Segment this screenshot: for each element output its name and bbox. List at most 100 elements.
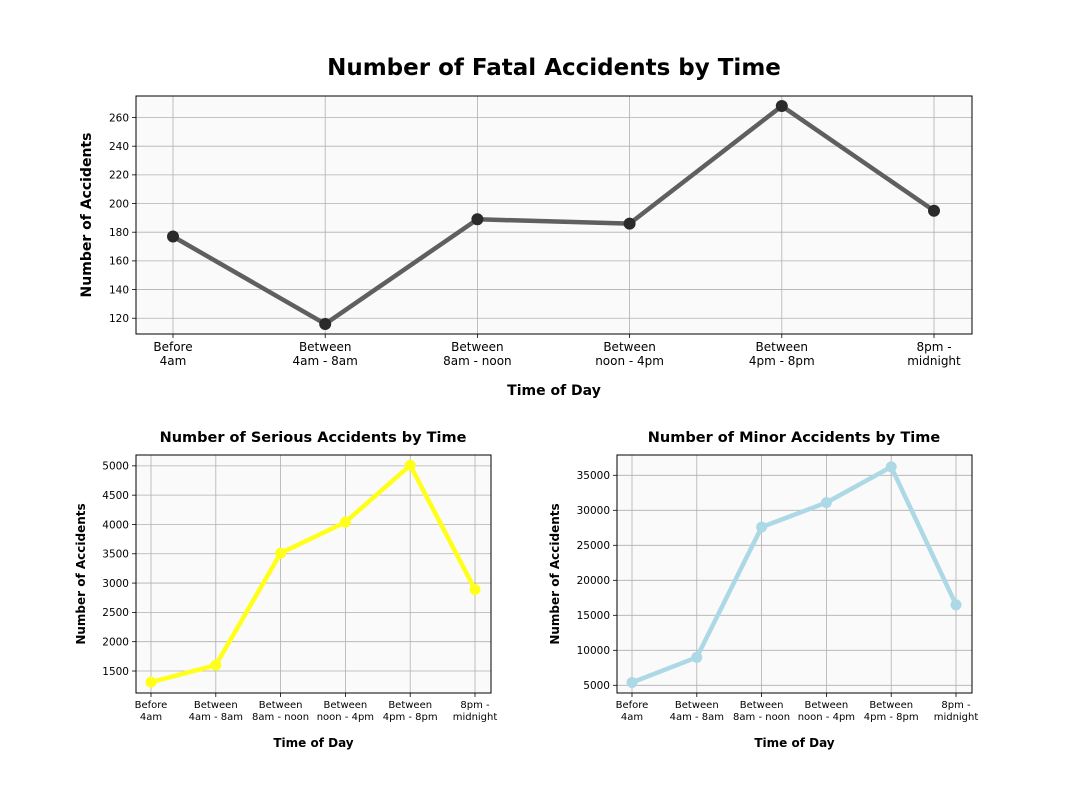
y-tick-label: 4500 xyxy=(102,490,129,502)
chart-title: Number of Minor Accidents by Time xyxy=(648,430,941,446)
x-tick-label-line: Between xyxy=(675,700,719,711)
y-tick-label: 4000 xyxy=(102,519,129,531)
x-tick-label: Between 4am - 8am xyxy=(293,340,358,368)
y-tick-label: 3500 xyxy=(102,549,129,561)
data-point xyxy=(145,676,157,688)
x-tick-label-line: Between xyxy=(299,340,352,354)
x-tick-label-line: Between xyxy=(388,700,432,711)
x-tick-label: Between noon - 4pm xyxy=(317,700,374,723)
x-tick-label: Between 8am - noon xyxy=(443,340,512,368)
y-tick-label: 2500 xyxy=(102,607,129,619)
x-tick-label-line: noon - 4pm xyxy=(317,712,374,723)
plot-area xyxy=(135,95,973,335)
x-tick-label-line: 4am xyxy=(140,712,162,723)
data-point xyxy=(626,677,638,688)
x-tick-label-line: 4am - 8am xyxy=(189,712,243,723)
y-tick-label: 3000 xyxy=(102,578,129,590)
y-tick-label: 1500 xyxy=(102,666,129,678)
x-tick-label-line: Between xyxy=(805,700,849,711)
x-tick-label: 8pm -midnight xyxy=(934,700,979,723)
x-axis-label: Time of Day xyxy=(507,383,601,399)
x-tick-label: Between noon - 4pm xyxy=(595,340,664,368)
data-point xyxy=(623,217,636,230)
x-tick-label-line: 8pm - xyxy=(916,340,951,354)
data-point xyxy=(950,599,962,611)
y-tick-label: 200 xyxy=(109,198,129,210)
x-tick-label-line: Between xyxy=(756,340,809,354)
y-axis-label: Number of Accidents xyxy=(548,503,562,644)
y-axis-label: Number of Accidents xyxy=(74,503,88,644)
x-tick-label-line: Between xyxy=(740,700,784,711)
x-tick-label: 8pm -midnight xyxy=(453,700,498,723)
x-tick-label-line: 8pm - xyxy=(460,700,490,711)
x-axis-label: Time of Day xyxy=(273,736,353,750)
x-tick-label: Between 8am - noon xyxy=(733,700,790,723)
x-tick-label-line: noon - 4pm xyxy=(595,354,664,368)
y-tick-label: 5000 xyxy=(102,461,129,473)
x-tick-label-line: 4am - 8am xyxy=(670,712,724,723)
y-tick-label: 10000 xyxy=(577,645,610,657)
x-tick-label-line: 8am - noon xyxy=(733,712,790,723)
y-tick-label: 240 xyxy=(109,141,129,153)
x-tick-label-line: Between xyxy=(259,700,303,711)
x-tick-label-line: Before xyxy=(616,700,649,711)
y-tick-label: 180 xyxy=(109,227,129,239)
x-tick-label-line: 4pm - 8pm xyxy=(383,712,438,723)
y-tick-label: 120 xyxy=(109,313,129,325)
x-tick-label-line: 8am - noon xyxy=(443,354,512,368)
x-tick-label-line: 4am - 8am xyxy=(293,354,358,368)
data-point xyxy=(691,651,703,663)
y-tick-label: 220 xyxy=(109,170,129,182)
x-tick-label-line: midnight xyxy=(907,354,961,368)
x-tick-label-line: Between xyxy=(194,700,238,711)
data-point xyxy=(275,547,287,559)
x-tick-label-line: 4am xyxy=(160,354,187,368)
data-point xyxy=(404,459,416,471)
y-tick-label: 160 xyxy=(109,256,129,268)
data-point xyxy=(775,100,788,113)
y-tick-label: 20000 xyxy=(577,575,610,587)
x-tick-label-line: 8pm - xyxy=(941,700,971,711)
x-tick-label: Between 4pm - 8pm xyxy=(864,700,919,723)
y-axis-label: Number of Accidents xyxy=(79,133,95,298)
data-point xyxy=(210,659,222,671)
y-tick-label: 2000 xyxy=(102,637,129,649)
fatal-accidents-chart: 120 140 160 180 200 220 240 260 Before 4am Between… xyxy=(79,55,973,399)
x-tick-label-line: 4am xyxy=(621,712,643,723)
x-tick-label: Between 8am - noon xyxy=(252,700,309,723)
series-line xyxy=(170,103,937,327)
x-tick-label: Between 4pm - 8pm xyxy=(749,340,815,368)
x-tick-label: Before 4am xyxy=(153,340,192,368)
y-tick-label: 5000 xyxy=(583,680,610,692)
y-tick-label: 25000 xyxy=(577,540,610,552)
chart-title: Number of Fatal Accidents by Time xyxy=(327,55,781,81)
x-tick-label: Before 4am xyxy=(616,700,649,723)
plot-frame xyxy=(135,95,973,335)
data-point xyxy=(471,213,484,226)
y-tick-label: 30000 xyxy=(577,505,610,517)
y-tick-label: 15000 xyxy=(577,610,610,622)
x-tick-label: Between noon - 4pm xyxy=(798,700,855,723)
plot-frame xyxy=(135,454,492,694)
x-tick-label-line: Between xyxy=(324,700,368,711)
x-tick-label: Between 4pm - 8pm xyxy=(383,700,438,723)
data-point xyxy=(928,204,940,217)
data-point xyxy=(469,584,481,596)
x-tick-label: Between 4am - 8am xyxy=(189,700,243,723)
minor-accidents-chart: 5000 10000 15000 20000 25000 30000 35000 Before… xyxy=(548,430,978,750)
x-tick-label: Before 4am xyxy=(135,700,168,723)
x-tick-label-line: 8am - noon xyxy=(252,712,309,723)
x-tick-label-line: Before xyxy=(135,700,168,711)
y-tick-label: 260 xyxy=(109,112,129,124)
data-point xyxy=(820,497,832,509)
y-tick-label: 35000 xyxy=(577,470,610,482)
x-tick-label: Between 4am - 8am xyxy=(670,700,724,723)
x-tick-label-line: 4pm - 8pm xyxy=(749,354,815,368)
data-point xyxy=(319,317,332,330)
x-tick-label: 8pm -midnight xyxy=(907,340,961,368)
y-tick-label: 140 xyxy=(109,284,129,296)
x-tick-label-line: midnight xyxy=(934,712,979,723)
